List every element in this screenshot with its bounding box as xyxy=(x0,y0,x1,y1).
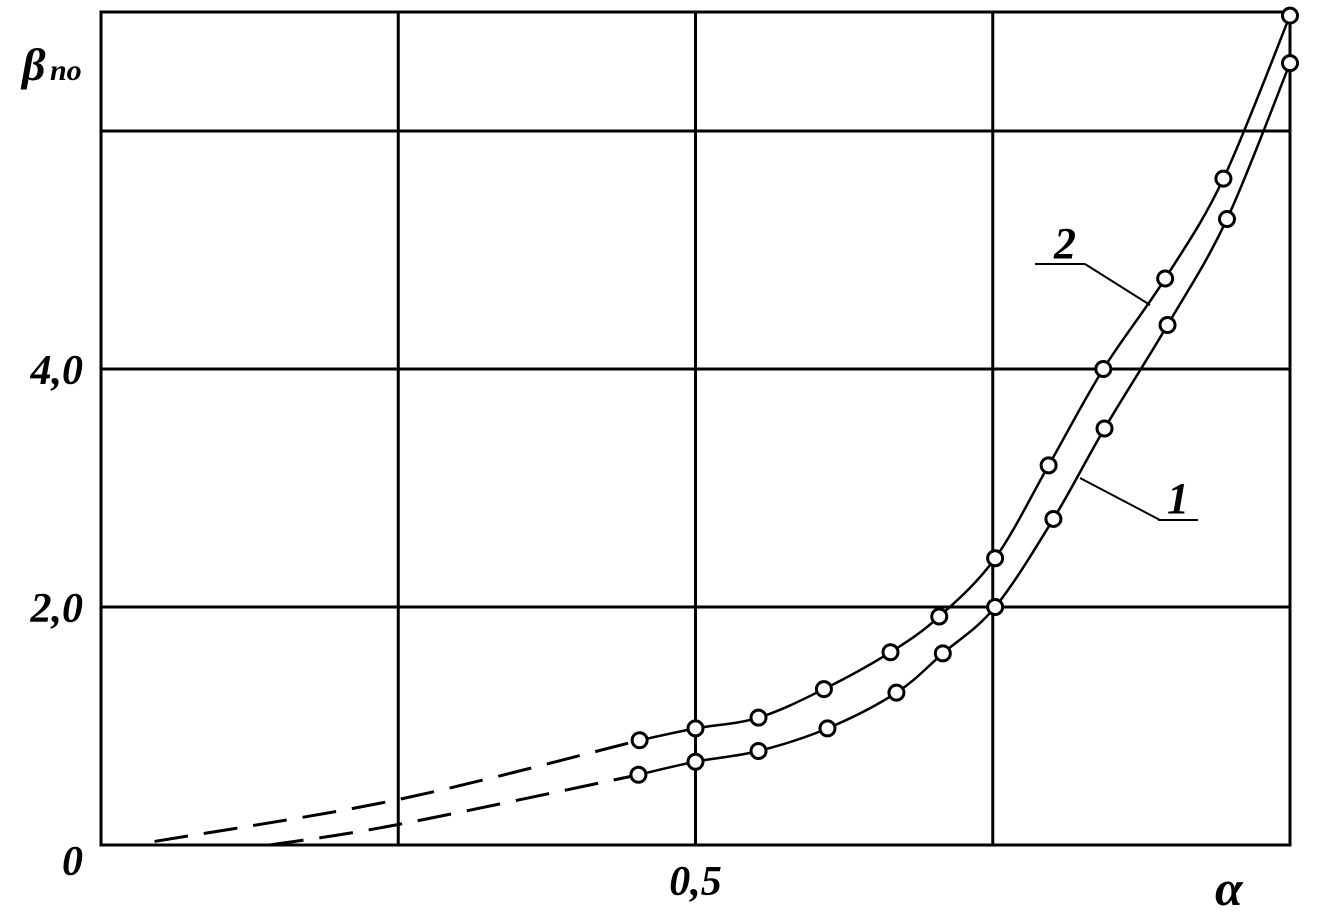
marker xyxy=(986,598,1005,616)
leader-line xyxy=(1084,263,1151,306)
extrapolation-line xyxy=(154,738,640,843)
marker xyxy=(933,644,952,663)
marker xyxy=(1094,360,1113,378)
x-axis-label: α xyxy=(1215,860,1244,916)
marker xyxy=(749,708,768,727)
marker xyxy=(1095,419,1114,438)
leader-line xyxy=(1079,477,1161,521)
y-tick-label: 2,0 xyxy=(30,586,84,632)
marker xyxy=(630,731,649,750)
y-axis-label: β xyxy=(20,39,46,90)
marker xyxy=(749,741,768,760)
marker xyxy=(1281,6,1299,25)
marker xyxy=(1214,169,1233,188)
x-tick-label: 0,5 xyxy=(669,859,722,905)
series-label: 1 xyxy=(1167,474,1189,523)
plot-frame xyxy=(99,10,1292,847)
marker xyxy=(1217,210,1236,229)
marker xyxy=(686,752,705,771)
marker xyxy=(1156,269,1175,288)
marker xyxy=(814,680,833,699)
series-line xyxy=(639,15,1292,742)
y-axis-label-subscript: по xyxy=(50,54,82,87)
y-tick-label: 0 xyxy=(62,839,83,885)
marker xyxy=(930,607,949,626)
marker xyxy=(818,719,837,738)
marker xyxy=(887,683,906,702)
marker xyxy=(1039,456,1058,475)
series-line xyxy=(638,62,1292,777)
marker xyxy=(686,719,705,738)
marker xyxy=(881,643,900,662)
marker xyxy=(1044,509,1063,528)
extrapolation-line xyxy=(269,773,639,847)
marker xyxy=(1281,54,1299,73)
y-tick-label: 4,0 xyxy=(30,348,84,394)
series-label: 2 xyxy=(1053,219,1076,268)
marker xyxy=(629,765,648,784)
marker xyxy=(986,549,1005,568)
marker xyxy=(1158,315,1177,334)
